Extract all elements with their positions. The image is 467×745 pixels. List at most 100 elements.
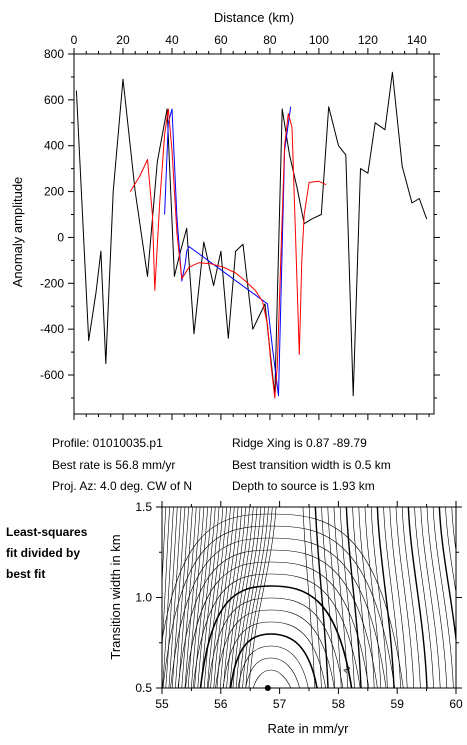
contour-line — [162, 525, 395, 688]
contour-line — [345, 507, 362, 688]
bottom-y-axis-label: Transition width in km — [108, 534, 123, 659]
contour-line — [222, 621, 326, 688]
contour-line — [213, 507, 235, 688]
bottom-y-tick-label: 0.5 — [135, 681, 152, 695]
contour-line — [420, 507, 441, 688]
top-y-tick-label: -200 — [40, 276, 64, 290]
bottom-y-tick-label: 1.0 — [135, 591, 152, 605]
contour-line — [339, 507, 355, 688]
top-y-tick-label: 800 — [44, 47, 64, 61]
contour-line — [327, 507, 342, 688]
contour-line — [199, 585, 353, 688]
contour-line — [248, 507, 277, 688]
contour-line — [407, 507, 428, 688]
contour-line — [383, 507, 401, 688]
contour-line — [370, 507, 388, 688]
contour-line — [203, 507, 224, 688]
top-y-tick-label: 200 — [44, 185, 64, 199]
contour-line — [333, 507, 349, 688]
contour-line — [162, 513, 404, 688]
bottom-x-tick-label: 59 — [391, 697, 405, 711]
best-transition-width-info: Best transition width is 0.5 km — [232, 458, 391, 472]
contour-line — [364, 507, 382, 688]
contour-line — [216, 507, 239, 688]
contour-line — [226, 507, 250, 688]
contour-line — [451, 507, 456, 554]
contour-line — [235, 507, 262, 688]
top-y-tick-label: -600 — [40, 368, 64, 382]
top-y-tick-label: 400 — [44, 139, 64, 153]
contour-line — [191, 507, 208, 688]
depth-to-source-info: Depth to source is 1.93 km — [232, 479, 375, 493]
bottom-x-tick-label: 56 — [214, 697, 228, 711]
contour-line — [414, 507, 434, 688]
contour-line — [200, 507, 220, 688]
top-x-tick-label: 60 — [214, 33, 228, 47]
bottom-ticks: 55 56 57 58 59 60 0.5 1.0 1.5 — [135, 500, 463, 711]
top-x-axis-label: Distance (km) — [214, 10, 294, 25]
contour-line — [438, 507, 456, 646]
contour-line — [187, 507, 205, 688]
contour-line — [185, 561, 370, 688]
side-caption-line: best fit — [6, 567, 46, 581]
bottom-x-tick-label: 55 — [155, 697, 169, 711]
contour-line — [237, 645, 309, 688]
contour-line — [170, 537, 387, 688]
contour-line — [215, 609, 335, 688]
top-x-tick-label: 120 — [358, 33, 378, 47]
contour-line — [245, 507, 273, 688]
contour-lines — [162, 507, 456, 688]
contour-line — [253, 669, 291, 688]
contour-line — [207, 597, 344, 688]
contour-line — [168, 507, 182, 688]
top-x-tick-label: 140 — [407, 33, 427, 47]
contour-line — [192, 573, 361, 688]
contour-line — [229, 633, 318, 688]
contour-line — [165, 507, 178, 688]
contour-line — [314, 507, 329, 688]
contour-line — [321, 507, 335, 688]
observed-profile-line — [75, 71, 428, 397]
best-fit-point — [264, 685, 271, 691]
profile-info: Profile: 01010035.p1 — [52, 436, 163, 450]
contour-line — [223, 507, 246, 688]
misfit-contour-chart: 55 56 57 58 59 60 0.5 1.0 1.5 2 Rate in mm/yr Tr… — [108, 500, 463, 736]
top-ticks: 0 20 40 60 80 100 120 140 800 600 400 200 0 -200 -400 -… — [40, 33, 440, 420]
contour-line — [401, 507, 421, 688]
contour-line — [302, 507, 316, 688]
top-x-tick-label: 100 — [309, 33, 329, 47]
bottom-x-axis-label: Rate in mm/yr — [268, 721, 350, 736]
contour-line — [184, 507, 201, 688]
best-rate-info: Best rate is 56.8 mm/yr — [52, 458, 176, 472]
contour-line — [219, 507, 243, 688]
contour-line — [389, 507, 408, 688]
contour-line — [358, 507, 375, 688]
side-caption-line: Least-squares — [6, 525, 88, 539]
bottom-x-tick-label: 57 — [273, 697, 287, 711]
top-x-tick-label: 20 — [116, 33, 130, 47]
projection-azimuth-info: Proj. Az: 4.0 deg. CW of N — [52, 479, 193, 493]
contour-line — [242, 507, 269, 688]
top-plot-frame — [73, 53, 435, 415]
model-anomaly-line — [129, 108, 327, 399]
anomaly-profile-chart: 0 20 40 60 80 100 120 140 800 600 400 200 0 -200 -400 -… — [10, 10, 440, 420]
top-y-tick-label: 0 — [57, 230, 64, 244]
contour-line — [376, 507, 395, 688]
top-x-tick-label: 80 — [263, 33, 277, 47]
contour-line — [426, 507, 448, 688]
contour-line — [162, 507, 170, 654]
side-caption-line: fit divided by — [6, 546, 81, 560]
contour-line — [207, 507, 227, 688]
top-series-layer — [75, 71, 428, 399]
top-x-tick-label: 0 — [71, 33, 78, 47]
fit-segment-line — [164, 106, 292, 397]
contour-line — [210, 507, 231, 688]
bottom-x-tick-label: 58 — [332, 697, 346, 711]
top-y-axis-label: Anomaly amplitude — [10, 177, 25, 288]
ridge-crossing-info: Ridge Xing is 0.87 -89.79 — [232, 436, 367, 450]
contour-line — [232, 507, 258, 688]
top-y-tick-label: -400 — [40, 322, 64, 336]
contour-line — [181, 507, 197, 688]
top-y-tick-label: 600 — [44, 93, 64, 107]
